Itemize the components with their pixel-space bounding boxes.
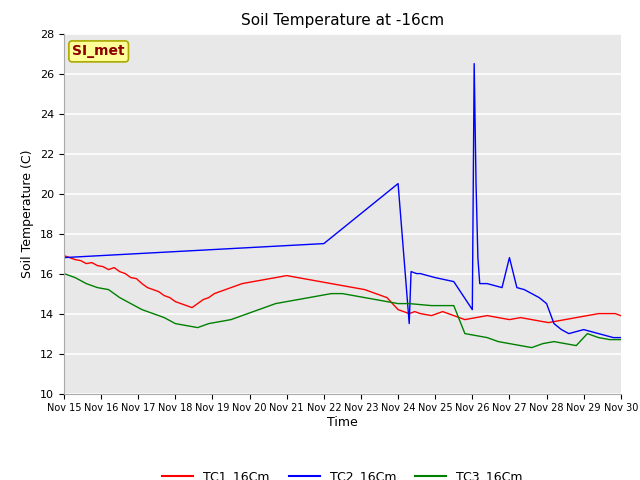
TC2_16Cm [565, 331, 573, 336]
TC2_16Cm [513, 285, 521, 290]
Y-axis label: Soil Temperature (C): Soil Temperature (C) [22, 149, 35, 278]
TC2_16Cm [470, 60, 478, 66]
TC2_16Cm [417, 271, 424, 276]
TC1_16Cm [99, 264, 107, 269]
TC1_16Cm [617, 313, 625, 319]
TC3_16Cm [528, 345, 536, 350]
Legend: TC1_16Cm, TC2_16Cm, TC3_16Cm: TC1_16Cm, TC2_16Cm, TC3_16Cm [157, 465, 528, 480]
TC1_16Cm [450, 313, 458, 319]
TC2_16Cm [498, 285, 506, 290]
TC2_16Cm [468, 307, 476, 312]
X-axis label: Time: Time [327, 416, 358, 429]
TC2_16Cm [572, 329, 580, 335]
Line: TC2_16Cm: TC2_16Cm [64, 63, 621, 337]
TC1_16Cm [477, 314, 485, 320]
TC2_16Cm [535, 295, 543, 300]
TC2_16Cm [602, 333, 610, 338]
TC2_16Cm [431, 275, 439, 280]
TC3_16Cm [428, 303, 435, 309]
TC2_16Cm [550, 321, 558, 326]
TC3_16Cm [461, 331, 468, 336]
TC1_16Cm [200, 297, 207, 302]
TC2_16Cm [491, 283, 499, 288]
Text: SI_met: SI_met [72, 44, 125, 59]
TC1_16Cm [545, 320, 552, 325]
TC1_16Cm [316, 279, 324, 285]
TC2_16Cm [483, 281, 491, 287]
TC1_16Cm [394, 307, 402, 312]
TC3_16Cm [238, 313, 246, 319]
TC2_16Cm [320, 240, 328, 247]
TC2_16Cm [595, 331, 602, 336]
TC2_16Cm [413, 271, 420, 276]
TC2_16Cm [407, 269, 415, 275]
TC3_16Cm [182, 323, 190, 328]
TC1_16Cm [60, 252, 68, 258]
TC2_16Cm [609, 335, 617, 340]
TC3_16Cm [60, 271, 68, 276]
TC2_16Cm [528, 291, 536, 297]
TC3_16Cm [227, 317, 235, 323]
TC2_16Cm [405, 321, 413, 326]
TC2_16Cm [60, 255, 68, 261]
TC2_16Cm [543, 300, 550, 306]
TC2_16Cm [474, 255, 482, 261]
TC2_16Cm [588, 329, 595, 335]
Line: TC1_16Cm: TC1_16Cm [64, 255, 621, 323]
Line: TC3_16Cm: TC3_16Cm [64, 274, 621, 348]
TC2_16Cm [617, 335, 625, 340]
TC2_16Cm [506, 255, 513, 261]
TC2_16Cm [520, 287, 528, 292]
TC2_16Cm [394, 180, 402, 186]
TC2_16Cm [450, 279, 458, 285]
TC2_16Cm [476, 281, 484, 287]
Title: Soil Temperature at -16cm: Soil Temperature at -16cm [241, 13, 444, 28]
TC3_16Cm [617, 336, 625, 342]
TC2_16Cm [472, 180, 480, 186]
TC3_16Cm [606, 336, 614, 342]
TC2_16Cm [580, 327, 588, 333]
TC2_16Cm [557, 327, 565, 333]
